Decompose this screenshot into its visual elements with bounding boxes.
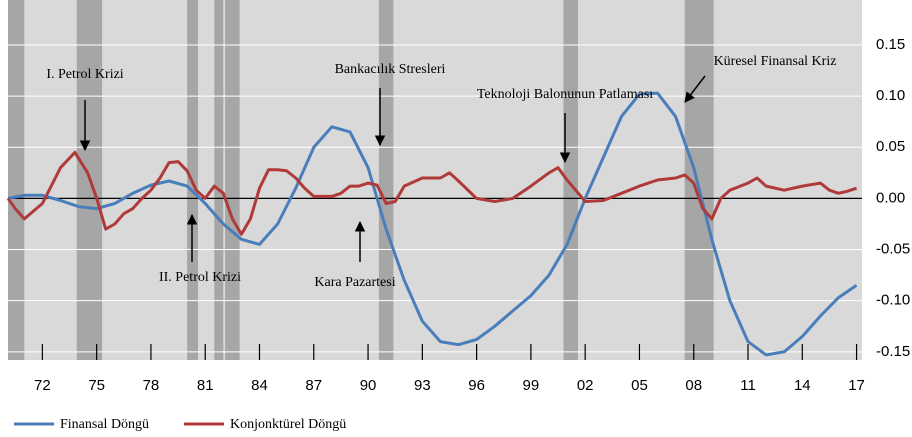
y-tick-label: 0.00 xyxy=(876,189,905,206)
series-line xyxy=(6,150,858,236)
x-tick-label: 72 xyxy=(34,377,51,394)
x-tick-label: 14 xyxy=(794,377,811,394)
y-tick-label: -0.15 xyxy=(876,343,910,360)
y-tick-label: -0.10 xyxy=(876,292,910,309)
y-tick-label: 0.15 xyxy=(876,36,905,53)
annotation: Teknoloji Balonunun Patlaması xyxy=(477,87,653,102)
shaded-period xyxy=(378,0,394,360)
plot-background xyxy=(8,0,862,360)
shaded-period xyxy=(225,0,240,360)
y-tick-label: -0.05 xyxy=(876,241,910,258)
annotation: I. Petrol Krizi xyxy=(46,67,123,82)
legend-label: Finansal Döngü xyxy=(60,417,149,432)
x-tick-label: 75 xyxy=(88,377,105,394)
x-tick-label: 08 xyxy=(685,377,702,394)
x-tick-label: 05 xyxy=(631,377,648,394)
annotation: II. Petrol Krizi xyxy=(159,270,241,285)
x-tick-label: 81 xyxy=(197,377,214,394)
x-tick-label: 11 xyxy=(740,377,756,394)
x-tick-label: 84 xyxy=(251,377,268,394)
annotation: Bankacılık Stresleri xyxy=(335,62,446,77)
x-tick-label: 90 xyxy=(360,377,377,394)
x-tick-label: 93 xyxy=(414,377,431,394)
x-tick-label: 99 xyxy=(523,377,540,394)
y-tick-label: 0.05 xyxy=(876,138,905,155)
x-tick-label: 96 xyxy=(468,377,485,394)
annotation: Küresel Finansal Kriz xyxy=(714,54,837,69)
x-tick-label: 17 xyxy=(848,377,865,394)
x-tick-label: 02 xyxy=(577,377,594,394)
series-line xyxy=(7,91,858,357)
shaded-period xyxy=(8,0,25,360)
x-tick-label: 87 xyxy=(305,377,322,394)
annotation: Kara Pazartesi xyxy=(314,275,395,290)
x-tick-label: 78 xyxy=(143,377,160,394)
annotation-arrow xyxy=(684,75,706,103)
legend-label: Konjonktürel Döngü xyxy=(230,417,346,432)
y-tick-label: 0.10 xyxy=(876,87,905,104)
shaded-period xyxy=(563,0,578,360)
shaded-period xyxy=(214,0,224,360)
